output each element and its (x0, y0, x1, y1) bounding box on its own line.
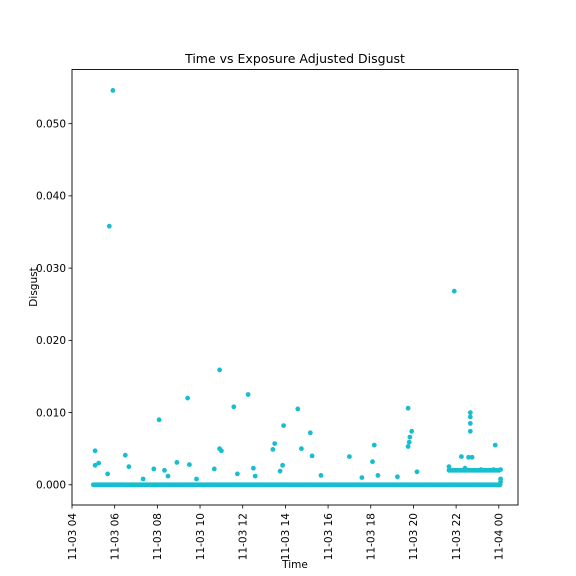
scatter-point (467, 428, 473, 434)
scatter-point (414, 469, 420, 475)
y-tick-label: 0.020 (36, 335, 66, 347)
scatter-point (106, 223, 112, 229)
scatter-point (245, 392, 251, 397)
scatter-point (122, 452, 128, 458)
scatter-point (467, 421, 473, 426)
y-axis-ticks: 0.000 0.010 0.020 0.030 0.040 0.050 (36, 118, 72, 492)
x-tick-label: 11-03 16 (323, 513, 335, 561)
scatter-point (299, 446, 304, 452)
scatter-point (187, 462, 192, 467)
scatter-point (478, 467, 484, 472)
y-tick-label: 0.040 (36, 191, 66, 203)
scatter-point (405, 405, 411, 411)
scatter-point (231, 404, 237, 410)
scatter-point (185, 395, 191, 401)
y-tick-label: 0.030 (36, 263, 66, 275)
scatter-point (96, 460, 102, 466)
scatter-point (194, 476, 199, 482)
scatter-point (405, 444, 411, 449)
scatter-point (347, 454, 352, 459)
scatter-point (211, 466, 217, 472)
scatter-point (217, 367, 223, 373)
x-tick-label: 11-03 12 (238, 513, 250, 560)
scatter-point (492, 442, 498, 448)
scatter-point (165, 473, 171, 479)
scatter-point (446, 464, 452, 470)
scatter-point (375, 473, 381, 478)
scatter-point (126, 464, 132, 470)
scatter-point (406, 439, 412, 445)
scatter-point (359, 475, 365, 480)
y-tick-label: 0.050 (36, 118, 66, 130)
scatter-point (371, 442, 377, 448)
x-tick-label: 11-03 04 (67, 513, 79, 561)
x-tick-label: 11-03 14 (280, 513, 292, 561)
scatter-point (251, 465, 256, 471)
scatter-point (467, 410, 473, 415)
scatter-point (277, 468, 283, 474)
scatter-point (498, 467, 503, 472)
scatter-point (459, 454, 464, 459)
scatter-point (467, 414, 473, 420)
x-tick-label: 11-03 22 (451, 513, 463, 560)
scatter-point (156, 417, 162, 423)
scatter-point (318, 473, 324, 478)
scatter-point (270, 447, 276, 452)
x-tick-label: 11-03 06 (109, 513, 121, 561)
scatter-point (409, 428, 415, 434)
scatter-point (370, 459, 375, 465)
y-tick-label: 0.010 (36, 407, 66, 419)
scatter-point (451, 288, 457, 294)
scatter-point (309, 453, 315, 459)
y-tick-label: 0.000 (36, 480, 66, 492)
scatter-point (110, 88, 116, 93)
scatter-point (105, 471, 110, 477)
scatter-point (469, 454, 475, 460)
scatter-point (462, 465, 468, 471)
scatter-point (92, 462, 98, 468)
scatter-point (219, 448, 224, 454)
scatter-point (174, 460, 180, 465)
x-tick-label: 11-03 18 (366, 513, 378, 560)
scatter-point (395, 474, 400, 480)
scatter-point (466, 454, 471, 460)
scatter-points (90, 88, 503, 488)
scatter-point (272, 441, 278, 446)
x-tick-label: 11-03 08 (152, 513, 164, 560)
x-tick-label: 11-03 10 (195, 513, 207, 560)
scatter-point (151, 466, 157, 472)
scatter-point (140, 476, 146, 482)
x-axis-ticks: 11-03 04 11-03 06 11-03 08 11-03 10 11-03 12… (67, 505, 506, 560)
plot-area-frame (71, 69, 519, 506)
scatter-point (295, 406, 301, 412)
x-tick-label: 11-04 00 (494, 513, 506, 560)
scatter-point (252, 473, 258, 479)
scatter-point (92, 448, 98, 454)
scatter-point (307, 430, 313, 436)
scatter-point (281, 423, 286, 428)
scatter-point (491, 467, 496, 472)
scatter-point (407, 434, 413, 440)
x-axis-label: Time (281, 559, 308, 571)
y-axis-label: Disgust (28, 267, 40, 306)
chart-title: Time vs Exposure Adjusted Disgust (184, 51, 405, 66)
scatter-point (280, 462, 285, 468)
scatter-point (235, 471, 240, 477)
scatter-point (162, 467, 167, 473)
x-tick-label: 11-03 20 (408, 513, 420, 560)
scatter-point (498, 479, 503, 485)
